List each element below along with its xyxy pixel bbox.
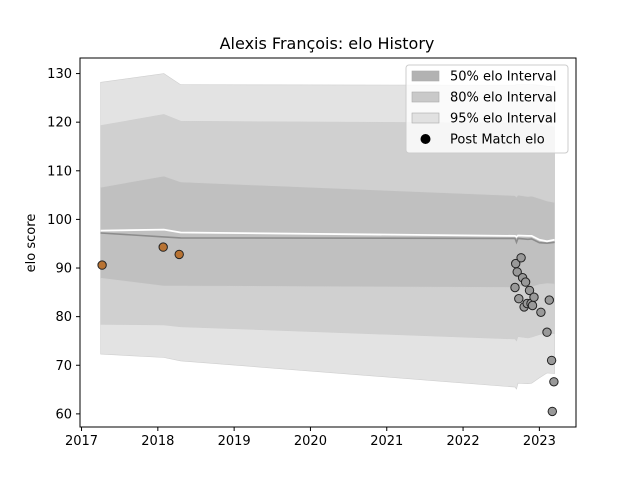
data-point	[174, 249, 184, 260]
y-tick-label: 90	[55, 262, 72, 277]
legend-label: Post Match elo	[450, 133, 545, 148]
data-point	[97, 260, 107, 270]
y-tick-label: 60	[55, 407, 72, 422]
band-50-interval	[100, 175, 555, 290]
data-point	[544, 295, 554, 305]
x-axis-ticks: 2017 2018 2019 2020 2021 2022 2023	[65, 427, 556, 449]
data-point	[524, 285, 535, 296]
legend: 50% elo Interval 80% elo Interval 95% elo …	[405, 64, 569, 154]
x-tick-label: 2022	[447, 434, 480, 449]
axes-frame	[79, 57, 577, 428]
legend-swatch	[411, 70, 440, 82]
data-point	[542, 327, 552, 337]
y-tick-label: 120	[47, 116, 72, 131]
x-tick-label: 2020	[294, 434, 327, 449]
data-point	[512, 267, 522, 277]
median-line	[100, 232, 555, 245]
x-tick-label: 2017	[65, 434, 98, 449]
y-tick-label: 130	[47, 67, 72, 82]
data-point	[510, 282, 520, 293]
legend-label: 95% elo Interval	[450, 112, 557, 127]
data-point	[546, 355, 557, 366]
y-axis-label: elo score	[24, 214, 39, 273]
mean-line	[100, 228, 555, 243]
data-point	[516, 253, 526, 263]
x-tick-label: 2018	[141, 434, 174, 449]
legend-label: 50% elo Interval	[450, 70, 557, 85]
y-tick-label: 100	[47, 213, 72, 228]
chart-title: Alexis François: elo History	[220, 34, 435, 53]
y-tick-label: 70	[55, 359, 72, 374]
data-point	[529, 292, 539, 302]
data-point	[549, 377, 559, 387]
data-point	[536, 307, 546, 317]
data-point	[527, 300, 538, 311]
x-tick-label: 2023	[523, 434, 556, 449]
legend-box	[405, 64, 569, 154]
y-tick-label: 110	[47, 164, 72, 179]
legend-marker	[420, 134, 431, 144]
x-tick-label: 2021	[370, 434, 403, 449]
data-point	[520, 277, 531, 287]
data-point	[158, 242, 168, 252]
y-tick-label: 80	[55, 310, 72, 325]
legend-swatch	[411, 112, 440, 124]
data-point	[547, 406, 557, 417]
legend-label: 80% elo Interval	[450, 91, 557, 106]
x-tick-label: 2019	[218, 434, 251, 449]
legend-swatch	[411, 91, 440, 103]
y-axis-ticks: 60 70 80 90 100 110 120 130	[47, 67, 80, 422]
trend-lines	[100, 228, 555, 245]
post-match-points	[97, 242, 559, 417]
data-point	[514, 294, 524, 304]
